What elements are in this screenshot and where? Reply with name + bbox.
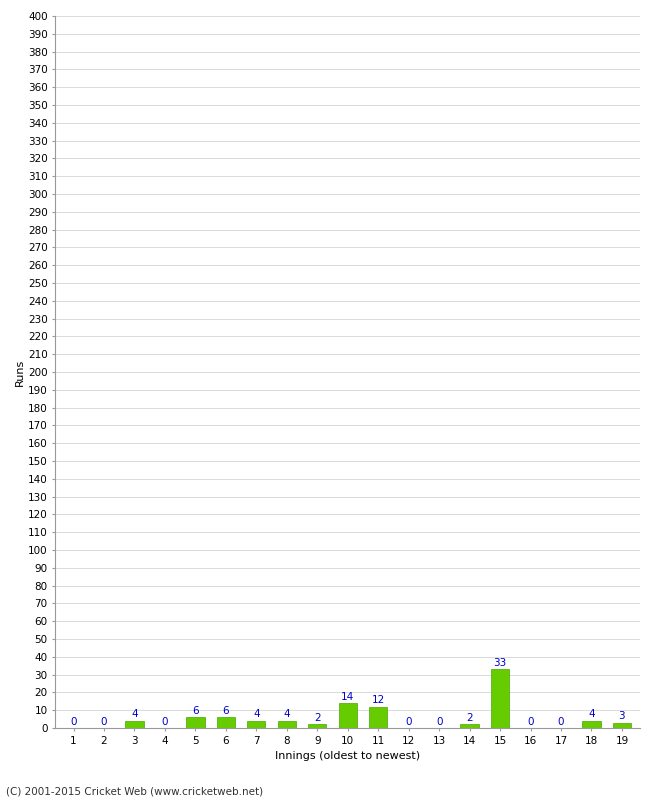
- Text: 0: 0: [436, 717, 443, 726]
- Text: 6: 6: [222, 706, 229, 716]
- Text: 0: 0: [162, 717, 168, 726]
- Text: 4: 4: [283, 710, 290, 719]
- Bar: [460, 725, 479, 728]
- Text: 2: 2: [466, 713, 473, 723]
- Bar: [278, 721, 296, 728]
- Text: 33: 33: [493, 658, 507, 668]
- Text: 4: 4: [588, 710, 595, 719]
- Y-axis label: Runs: Runs: [15, 358, 25, 386]
- Bar: [582, 721, 601, 728]
- Text: 0: 0: [527, 717, 534, 726]
- Bar: [308, 725, 326, 728]
- Bar: [491, 670, 509, 728]
- Text: 0: 0: [406, 717, 412, 726]
- Text: 14: 14: [341, 692, 354, 702]
- Text: 0: 0: [558, 717, 564, 726]
- Bar: [247, 721, 265, 728]
- Bar: [339, 703, 357, 728]
- Text: 0: 0: [70, 717, 77, 726]
- Bar: [613, 722, 631, 728]
- Text: (C) 2001-2015 Cricket Web (www.cricketweb.net): (C) 2001-2015 Cricket Web (www.cricketwe…: [6, 786, 264, 796]
- Bar: [125, 721, 144, 728]
- Bar: [216, 718, 235, 728]
- Text: 3: 3: [619, 711, 625, 722]
- Text: 12: 12: [372, 695, 385, 706]
- Text: 6: 6: [192, 706, 199, 716]
- Bar: [187, 718, 205, 728]
- Bar: [369, 706, 387, 728]
- X-axis label: Innings (oldest to newest): Innings (oldest to newest): [275, 751, 421, 761]
- Text: 4: 4: [253, 710, 259, 719]
- Text: 0: 0: [101, 717, 107, 726]
- Text: 4: 4: [131, 710, 138, 719]
- Text: 2: 2: [314, 713, 320, 723]
